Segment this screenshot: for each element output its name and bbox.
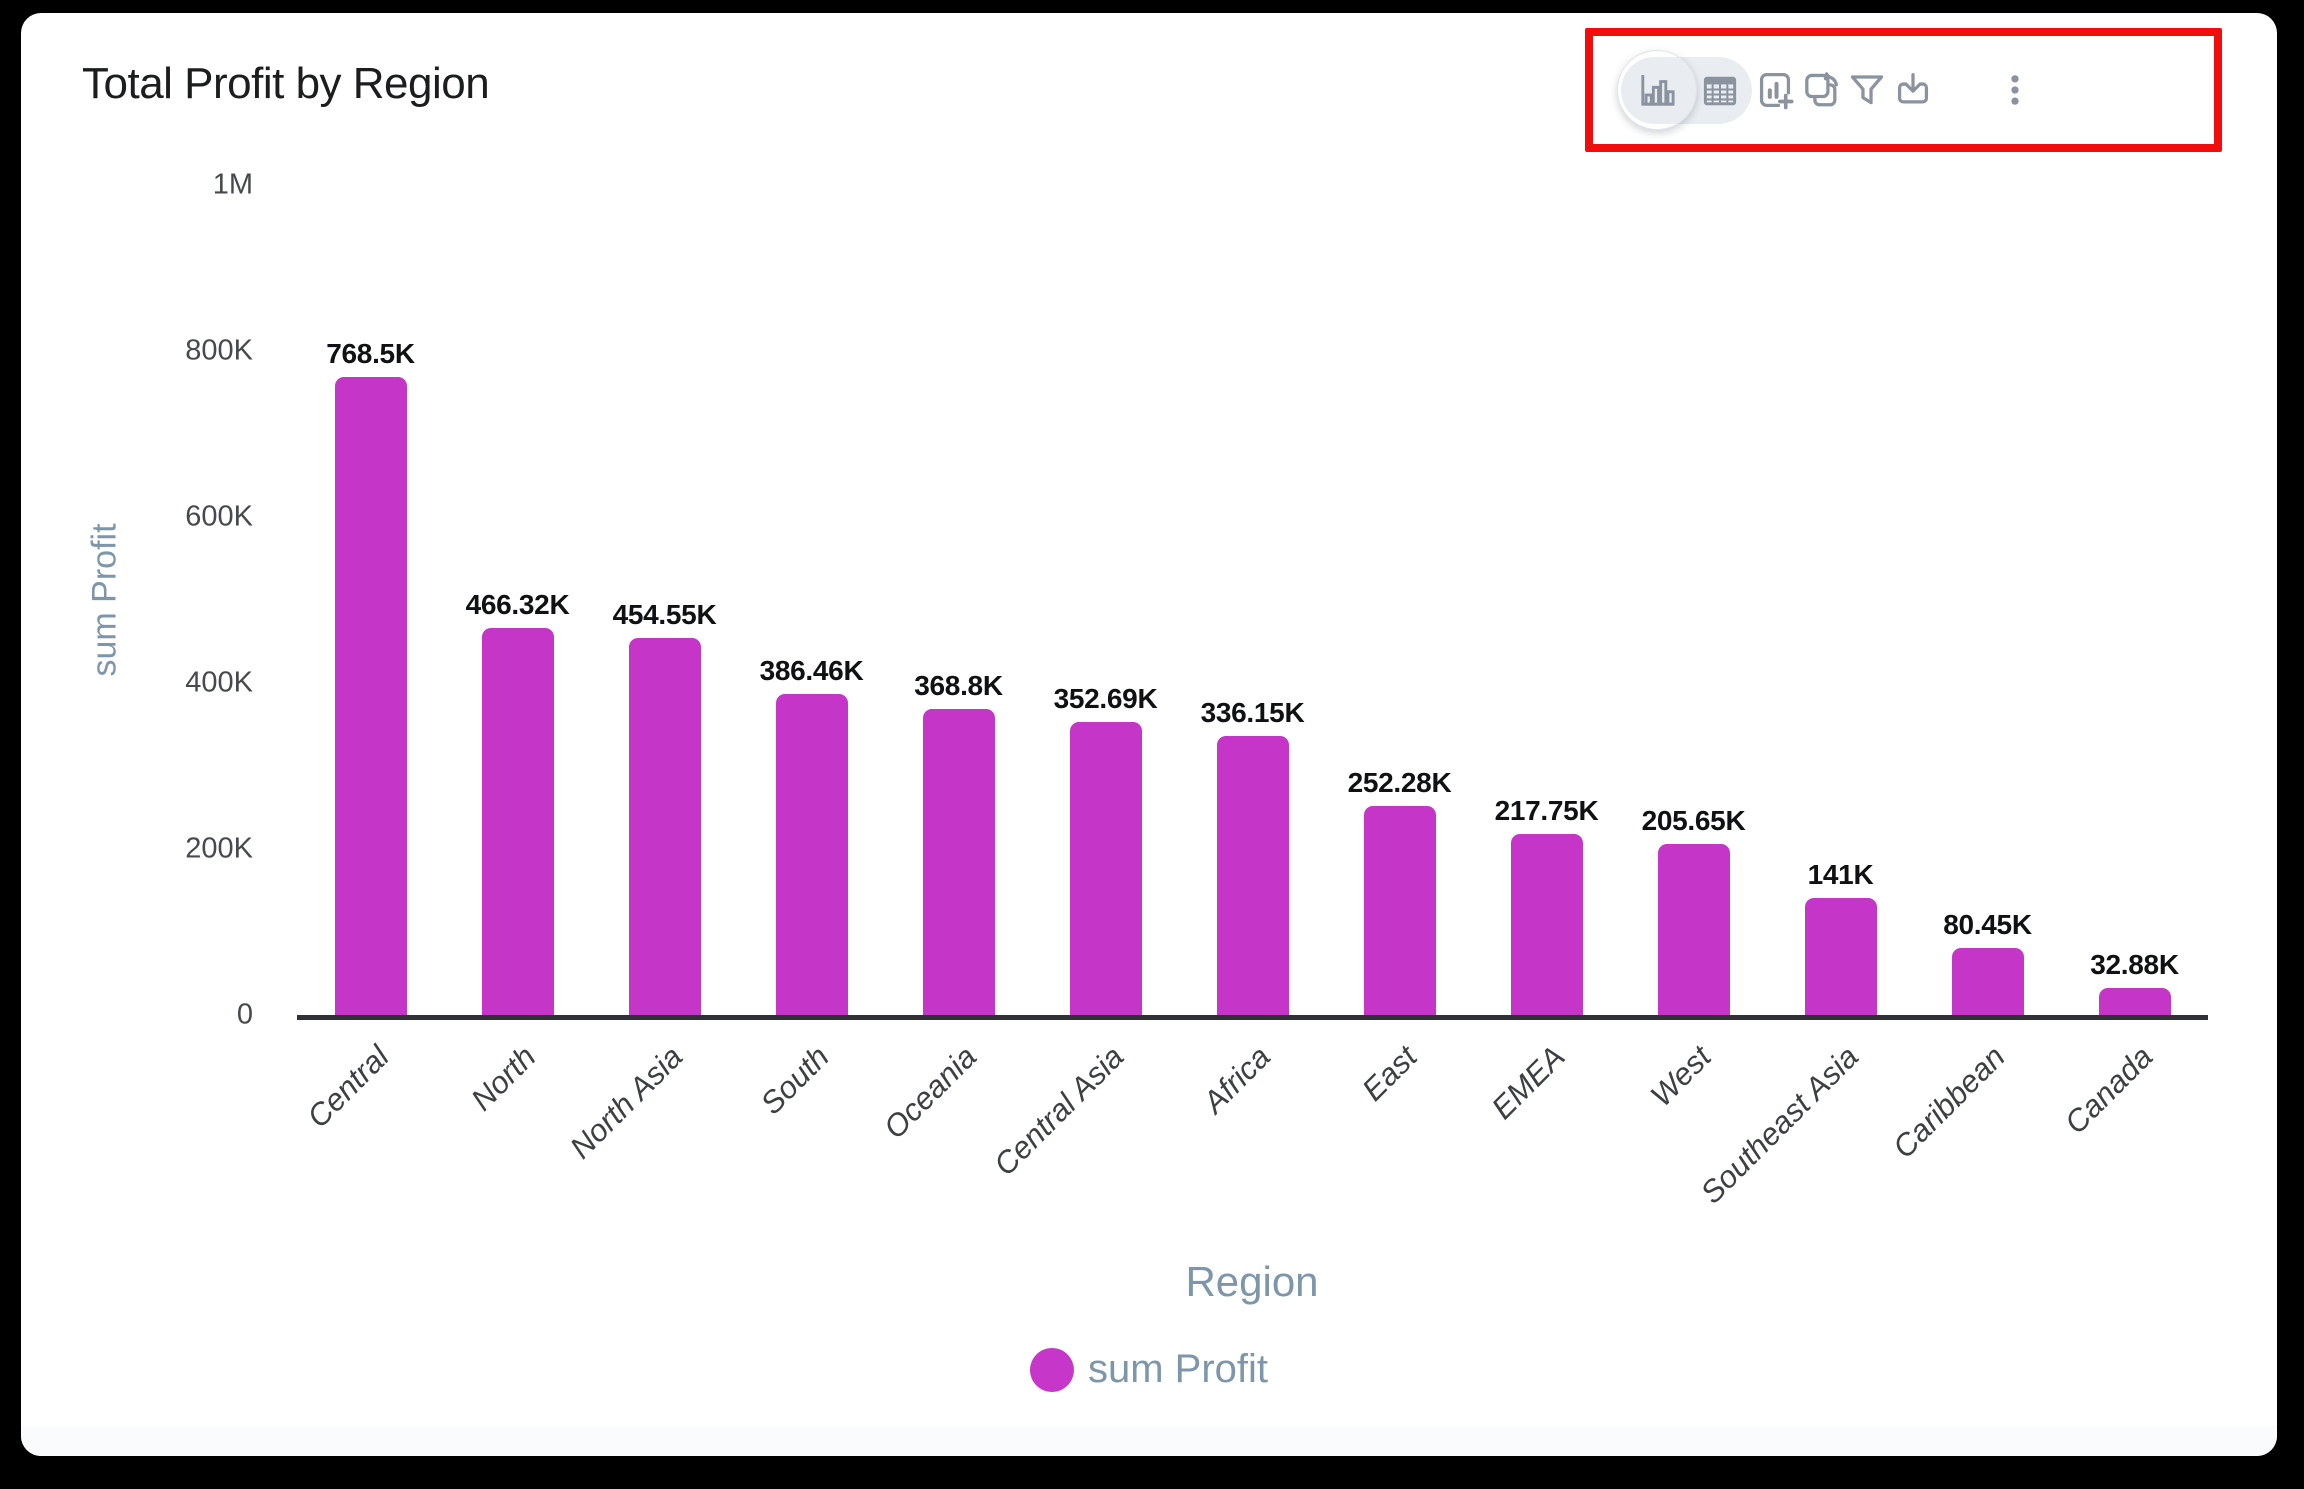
more-options-button[interactable] <box>1992 67 2038 113</box>
x-tick-cell: West <box>1620 1025 1767 1260</box>
x-tick-label: South <box>754 1039 837 1122</box>
bar-value-label: 466.32K <box>465 588 570 620</box>
bar-value-label: 336.15K <box>1200 697 1305 728</box>
convert-chart-button[interactable] <box>1798 67 1844 113</box>
bar-south[interactable]: 386.46K <box>760 655 864 1015</box>
x-tick-cell: East <box>1326 1025 1473 1260</box>
bar-central[interactable]: 768.5K <box>326 338 415 1015</box>
bar-cell: 768.5K <box>297 185 444 1015</box>
filter-icon <box>1850 75 1884 105</box>
y-tick-label: 0 <box>236 998 253 1031</box>
bar-cell: 252.28K <box>1326 185 1473 1015</box>
legend[interactable]: sum Profit <box>1024 1346 1274 1393</box>
bar-cell: 205.65K <box>1620 185 1767 1015</box>
bar-value-label: 141K <box>1807 858 1874 890</box>
convert-chart-icon <box>1805 72 1838 107</box>
x-axis-ticks: Central North North Asia South Oceania Centra… <box>297 1025 2208 1260</box>
bar-cell: 32.88K <box>2061 185 2208 1015</box>
y-tick-label: 200K <box>185 832 253 865</box>
x-tick-label: EMEA <box>1484 1039 1572 1126</box>
y-tick-label: 400K <box>185 666 253 699</box>
bar-cell: 141K <box>1767 185 1914 1015</box>
bar-value-label: 352.69K <box>1053 683 1158 715</box>
bar-chart-icon <box>1641 74 1675 106</box>
x-tick-label: Central <box>299 1039 396 1135</box>
bar-value-label: 32.88K <box>2090 948 2179 980</box>
view-toggle <box>1617 49 1752 130</box>
x-tick-label: Oceania <box>876 1039 984 1146</box>
bar-east[interactable]: 252.28K <box>1348 767 1452 1015</box>
x-tick-label: Southeast Asia <box>1693 1039 1866 1211</box>
x-tick-label: Canada <box>2057 1039 2160 1141</box>
bar-cell: 454.55K <box>591 185 738 1015</box>
chart-title: Total Profit by Region <box>82 59 490 108</box>
table-icon <box>1703 76 1737 105</box>
bar-cell: 466.32K <box>444 185 591 1015</box>
add-chart-button[interactable] <box>1752 67 1798 113</box>
x-tick-cell: Oceania <box>877 1025 1032 1260</box>
x-tick-cell: Caribbean <box>1886 1025 2061 1260</box>
bar-north-asia[interactable]: 454.55K <box>613 599 717 1015</box>
bar-central-asia[interactable]: 352.69K <box>1054 683 1158 1015</box>
bars-row: 768.5K 466.32K 454.55K 386.46K 368.8K 352.69K… <box>297 185 2208 1015</box>
bar-value-label: 768.5K <box>326 338 415 370</box>
legend-swatch <box>1029 1347 1074 1392</box>
chart-view-toggle-button[interactable] <box>1617 49 1697 130</box>
download-icon <box>1897 73 1929 104</box>
add-chart-icon <box>1759 73 1794 110</box>
x-tick-cell: North Asia <box>563 1025 738 1260</box>
card-bottom-strip <box>21 1426 2277 1456</box>
x-tick-cell: Southeast Asia <box>1694 1025 1914 1260</box>
bar-value-label: 252.28K <box>1347 766 1452 798</box>
x-tick-label: North <box>463 1039 543 1118</box>
bar-cell: 80.45K <box>1914 185 2061 1015</box>
bar-southeast-asia[interactable]: 141K <box>1804 859 1877 1015</box>
bar-west[interactable]: 205.65K <box>1642 805 1746 1015</box>
filter-button[interactable] <box>1844 67 1890 113</box>
x-axis-title: Region <box>1185 1258 1319 1305</box>
x-tick-label: North Asia <box>562 1039 690 1166</box>
bar-emea[interactable]: 217.75K <box>1495 795 1599 1015</box>
y-tick-label: 1M <box>212 168 253 201</box>
x-tick-cell: EMEA <box>1473 1025 1620 1260</box>
x-tick-label: West <box>1643 1039 1719 1114</box>
x-tick-cell: North <box>444 1025 591 1260</box>
x-tick-cell: Canada <box>2057 1025 2208 1260</box>
bar-cell: 217.75K <box>1473 185 1620 1015</box>
download-button[interactable] <box>1890 67 1936 113</box>
bar-value-label: 205.65K <box>1641 805 1746 837</box>
bar-north[interactable]: 466.32K <box>466 589 570 1015</box>
bar-cell: 368.8K <box>885 185 1032 1015</box>
table-view-toggle-button[interactable] <box>1698 69 1742 113</box>
bar-africa[interactable]: 336.15K <box>1201 697 1305 1015</box>
bar-cell: 336.15K <box>1179 185 1326 1015</box>
x-tick-label: East <box>1355 1039 1425 1108</box>
bar-cell: 352.69K <box>1032 185 1179 1015</box>
x-tick-label: Central Asia <box>986 1039 1131 1183</box>
bar-caribbean[interactable]: 80.45K <box>1943 909 2032 1015</box>
y-axis-ticks: 0 200K 400K 600K 800K 1M <box>21 169 253 1031</box>
bar-value-label: 217.75K <box>1494 795 1599 827</box>
y-tick-label: 800K <box>185 334 253 367</box>
chart-card: Total Profit by Region <box>21 13 2277 1456</box>
legend-label: sum Profit <box>1087 1347 1269 1391</box>
bar-value-label: 80.45K <box>1943 909 2032 941</box>
bar-oceania[interactable]: 368.8K <box>914 670 1003 1015</box>
x-tick-label: Caribbean <box>1886 1039 2013 1165</box>
bar-cell: 386.46K <box>738 185 885 1015</box>
bar-value-label: 386.46K <box>759 655 864 687</box>
plot-area: 768.5K 466.32K 454.55K 386.46K 368.8K 352.69K… <box>297 185 2208 1020</box>
kebab-menu-icon <box>2011 75 2019 105</box>
y-tick-label: 600K <box>185 500 253 533</box>
x-tick-cell: Central <box>297 1025 444 1260</box>
x-tick-cell: Central Asia <box>987 1025 1179 1260</box>
toolbar <box>1617 28 2038 152</box>
x-tick-cell: Africa <box>1179 1025 1326 1260</box>
bar-canada[interactable]: 32.88K <box>2090 949 2179 1015</box>
bar-value-label: 368.8K <box>914 669 1003 701</box>
x-tick-cell: South <box>738 1025 885 1260</box>
x-tick-label: Africa <box>1196 1039 1278 1120</box>
bar-value-label: 454.55K <box>612 598 717 630</box>
